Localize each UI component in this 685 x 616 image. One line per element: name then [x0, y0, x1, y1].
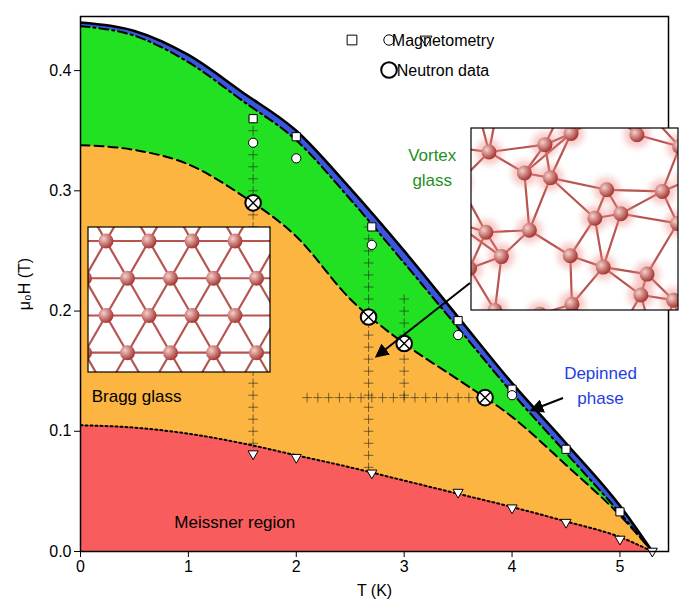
- svg-text:Bragg glass: Bragg glass: [92, 387, 182, 406]
- svg-text:Meissner region: Meissner region: [174, 513, 295, 532]
- svg-text:0.2: 0.2: [49, 302, 71, 319]
- svg-text:0.4: 0.4: [49, 62, 71, 79]
- svg-text:Vortexglass: Vortexglass: [408, 146, 457, 191]
- svg-text:0.1: 0.1: [49, 422, 71, 439]
- svg-text:0: 0: [76, 558, 85, 575]
- svg-text:T (K): T (K): [357, 582, 392, 599]
- svg-text:Depinnedphase: Depinnedphase: [564, 364, 637, 409]
- svg-text:0.3: 0.3: [49, 182, 71, 199]
- svg-text:4: 4: [508, 558, 517, 575]
- svg-text:3: 3: [400, 558, 409, 575]
- svg-text:μ₀H (T): μ₀H (T): [16, 258, 33, 310]
- svg-text:Magnetometry: Magnetometry: [392, 32, 494, 49]
- svg-text:2: 2: [292, 558, 301, 575]
- svg-text:5: 5: [615, 558, 624, 575]
- svg-text:Neutron data: Neutron data: [397, 62, 490, 79]
- svg-text:1: 1: [184, 558, 193, 575]
- svg-text:0.0: 0.0: [49, 543, 71, 560]
